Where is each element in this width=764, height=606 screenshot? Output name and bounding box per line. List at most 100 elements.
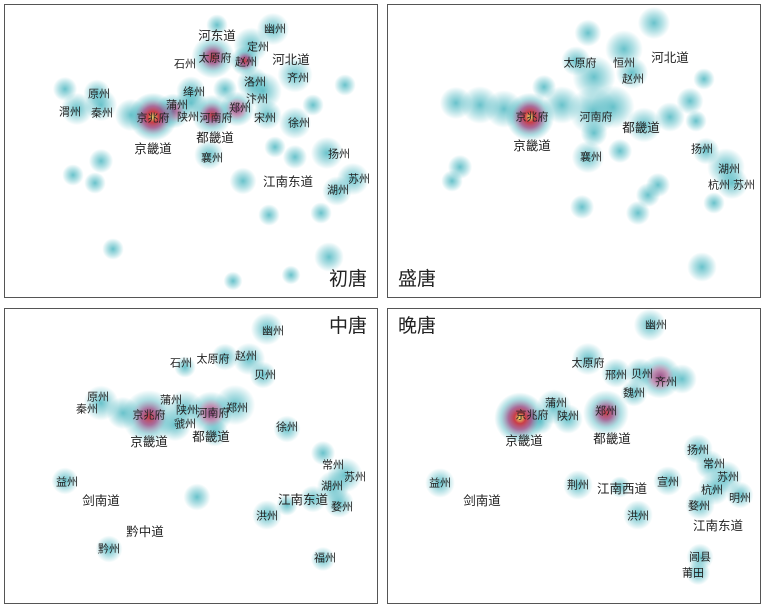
place-label: 京畿道 [513, 137, 551, 153]
heat-glow [52, 76, 78, 102]
place-label: 剑南道 [82, 492, 120, 508]
place-label: 杭州 [701, 483, 723, 497]
heat-glow [299, 485, 327, 513]
heat-glow [626, 107, 662, 143]
place-label: 荆州 [567, 478, 589, 492]
heat-glow [191, 94, 233, 136]
heat-glow [183, 483, 211, 511]
place-label: 太原府 [198, 51, 232, 65]
heat-glow [206, 14, 228, 36]
heat-glow [334, 74, 356, 96]
place-label: 洛州 [244, 75, 266, 89]
place-label: 陕州 [177, 110, 199, 124]
panel-title: 中唐 [328, 315, 367, 337]
place-label: 京兆府 [515, 408, 549, 422]
heat-glow [250, 312, 284, 346]
place-label: 徐州 [276, 420, 298, 434]
place-label: 齐州 [287, 71, 309, 85]
heat-glow [703, 192, 725, 214]
map-panel-high-tang: 盛唐 太原府 恒州 河北道 赵州 京兆府 河南府 都畿道 京畿道 扬州 襄州 湖州 杭州 苏州 [387, 4, 761, 298]
heat-glow [264, 136, 286, 158]
heat-glow [95, 535, 123, 563]
heat-glow [258, 204, 280, 226]
place-label: 定州 [247, 40, 269, 54]
heat-glow [685, 110, 707, 132]
heat-glow [229, 167, 257, 195]
place-label: 蒲州 [545, 396, 567, 410]
heat-glow [324, 488, 354, 518]
heat-glow [122, 390, 176, 444]
heat-glow [282, 144, 308, 170]
place-label: 杭州 [708, 178, 730, 192]
heat-glow [623, 500, 653, 530]
heat-glow [685, 560, 711, 586]
heat-glow [277, 57, 313, 93]
heat-glow [441, 170, 463, 192]
place-label: 恒州 [613, 56, 635, 70]
heat-glow [583, 390, 629, 436]
place-label: 苏州 [717, 470, 739, 484]
place-label: 常州 [322, 458, 344, 472]
heat-glow [461, 86, 499, 124]
place-label: 郑州 [595, 404, 617, 418]
heat-glow [726, 481, 754, 509]
panel-title: 初唐 [328, 268, 367, 290]
place-label: 剑南道 [463, 492, 501, 508]
heat-glow [494, 392, 546, 444]
heat-glow [281, 265, 301, 285]
heat-glow [615, 56, 649, 90]
place-label: 京畿道 [134, 140, 172, 156]
heat-glow [635, 182, 661, 208]
place-label: 秦州 [76, 402, 98, 416]
heat-glow [88, 148, 114, 174]
heat-glow [102, 238, 124, 260]
heat-glow [51, 467, 79, 495]
place-label: 江南东道 [262, 173, 314, 189]
place-label: 太原府 [563, 56, 597, 70]
place-label: 苏州 [733, 178, 755, 192]
place-label: 幽州 [264, 22, 286, 36]
heat-glow [685, 490, 715, 520]
place-label: 赵州 [235, 55, 257, 69]
heat-glow [569, 194, 595, 220]
place-label: 宣州 [657, 475, 679, 489]
place-label: 陕州 [176, 403, 198, 417]
heat-glow [249, 361, 277, 389]
heat-glow [278, 106, 312, 140]
heat-glow [189, 391, 233, 435]
heat-glow [553, 404, 583, 434]
place-label: 汴州 [246, 92, 268, 106]
heat-glow [223, 271, 243, 291]
heat-glow [252, 500, 282, 530]
place-label: 魏州 [623, 386, 645, 400]
place-label: 都畿道 [196, 129, 234, 145]
heat-glow [637, 6, 671, 40]
place-label: 京畿道 [130, 433, 168, 449]
heat-glow [693, 68, 715, 90]
place-label: 常州 [703, 457, 725, 471]
map-panel-late-tang: 晚唐 幽州 太原府 邢州 贝州 齐州 魏州 蒲州 京兆府 陕州 郑州 京畿道 都畿道 扬州 常州 苏州 益州 荆… [387, 308, 761, 604]
heat-glow [191, 35, 235, 79]
heat-glow [561, 46, 591, 76]
place-label: 京兆府 [132, 408, 166, 422]
place-label: 明州 [729, 491, 751, 505]
place-label: 扬州 [691, 142, 713, 156]
place-label: 黔中道 [126, 523, 164, 539]
place-label: 洪州 [627, 509, 649, 523]
place-label: 原州 [88, 87, 110, 101]
place-label: 福州 [314, 551, 336, 565]
heat-glow [276, 494, 298, 516]
place-label: 扬州 [328, 147, 350, 161]
place-label: 幽州 [262, 324, 284, 338]
place-label: 都畿道 [593, 430, 631, 446]
heat-glow [574, 19, 602, 47]
heat-glow [310, 440, 336, 466]
place-label: 徐州 [288, 116, 310, 130]
heat-glow [310, 546, 336, 572]
place-label: 渭州 [59, 105, 81, 119]
place-label: 襄州 [201, 151, 223, 165]
place-label: 婺州 [331, 500, 353, 514]
heat-glow [83, 385, 119, 421]
place-label: 阊县 [689, 550, 711, 564]
place-label: 贝州 [631, 367, 653, 381]
